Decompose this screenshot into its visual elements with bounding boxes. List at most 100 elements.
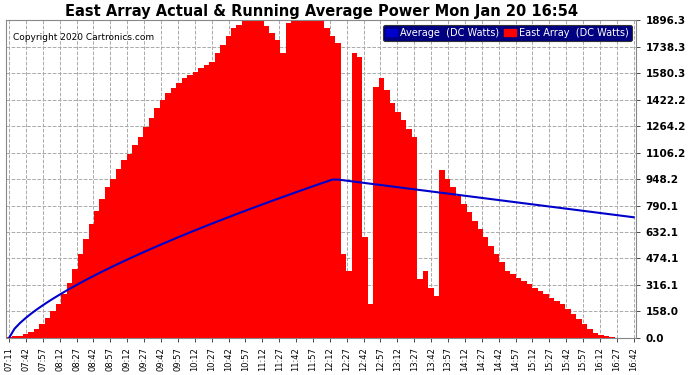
Bar — [477, 229, 483, 338]
Bar — [522, 281, 527, 338]
Bar — [401, 120, 406, 338]
Bar — [297, 11, 302, 338]
Bar — [346, 271, 351, 338]
Bar — [193, 72, 198, 338]
Bar — [138, 137, 144, 338]
Bar — [324, 28, 330, 338]
Bar — [543, 294, 549, 338]
Bar — [532, 288, 538, 338]
Bar — [34, 328, 39, 338]
Bar — [116, 169, 121, 338]
Bar — [560, 304, 565, 338]
Bar — [505, 271, 511, 338]
Bar — [215, 53, 220, 338]
Bar — [6, 337, 12, 338]
Bar — [417, 279, 423, 338]
Bar — [450, 187, 455, 338]
Bar — [351, 53, 357, 338]
Bar — [461, 204, 466, 338]
Bar — [105, 187, 110, 338]
Bar — [209, 62, 215, 338]
Bar — [362, 237, 368, 338]
Bar — [220, 45, 226, 338]
Bar — [444, 179, 450, 338]
Bar — [330, 36, 335, 338]
Bar — [94, 211, 99, 338]
Bar — [565, 309, 571, 338]
Bar — [500, 262, 505, 338]
Bar — [132, 145, 138, 338]
Bar — [390, 104, 395, 338]
Bar — [264, 26, 269, 338]
Bar — [440, 170, 444, 338]
Bar — [511, 274, 516, 338]
Bar — [23, 334, 28, 338]
Bar — [395, 112, 401, 338]
Bar — [258, 20, 264, 338]
Bar — [280, 53, 286, 338]
Bar — [176, 83, 181, 338]
Bar — [571, 314, 576, 338]
Bar — [39, 324, 45, 338]
Bar — [248, 18, 253, 338]
Legend: Average  (DC Watts), East Array  (DC Watts): Average (DC Watts), East Array (DC Watts… — [383, 25, 631, 41]
Bar — [357, 57, 362, 338]
Bar — [308, 13, 313, 338]
Bar — [291, 16, 297, 338]
Bar — [99, 199, 105, 338]
Bar — [77, 254, 83, 338]
Bar — [170, 88, 176, 338]
Bar — [226, 36, 231, 338]
Bar — [483, 237, 489, 338]
Bar — [72, 269, 77, 338]
Bar — [56, 304, 61, 338]
Bar — [275, 40, 280, 338]
Bar — [12, 336, 17, 338]
Bar — [45, 318, 50, 338]
Bar — [160, 100, 165, 338]
Bar — [242, 21, 248, 338]
Bar — [423, 271, 428, 338]
Bar — [598, 335, 604, 338]
Bar — [198, 68, 204, 338]
Bar — [28, 332, 34, 338]
Bar — [609, 337, 615, 338]
Bar — [61, 294, 67, 338]
Bar — [587, 329, 593, 338]
Bar — [582, 324, 587, 338]
Bar — [67, 282, 72, 338]
Bar — [50, 311, 56, 338]
Bar — [335, 43, 341, 338]
Bar — [368, 304, 373, 338]
Bar — [17, 336, 23, 338]
Bar — [341, 254, 346, 338]
Bar — [527, 284, 532, 338]
Bar — [181, 78, 187, 338]
Bar — [494, 254, 500, 338]
Bar — [110, 179, 116, 338]
Bar — [384, 90, 390, 338]
Bar — [538, 291, 543, 338]
Bar — [269, 33, 275, 338]
Bar — [379, 78, 384, 338]
Bar — [466, 212, 472, 338]
Bar — [149, 118, 155, 338]
Bar — [302, 10, 308, 338]
Bar — [472, 220, 477, 338]
Bar — [319, 21, 324, 338]
Bar — [165, 93, 170, 338]
Bar — [187, 75, 193, 338]
Bar — [406, 129, 412, 338]
Bar — [204, 65, 209, 338]
Bar — [593, 333, 598, 338]
Bar — [313, 10, 319, 338]
Bar — [434, 296, 440, 338]
Bar — [88, 224, 94, 338]
Bar — [549, 298, 554, 338]
Bar — [516, 278, 522, 338]
Bar — [554, 301, 560, 338]
Title: East Array Actual & Running Average Power Mon Jan 20 16:54: East Array Actual & Running Average Powe… — [65, 4, 578, 19]
Bar — [604, 336, 609, 338]
Bar — [286, 23, 291, 338]
Bar — [121, 160, 127, 338]
